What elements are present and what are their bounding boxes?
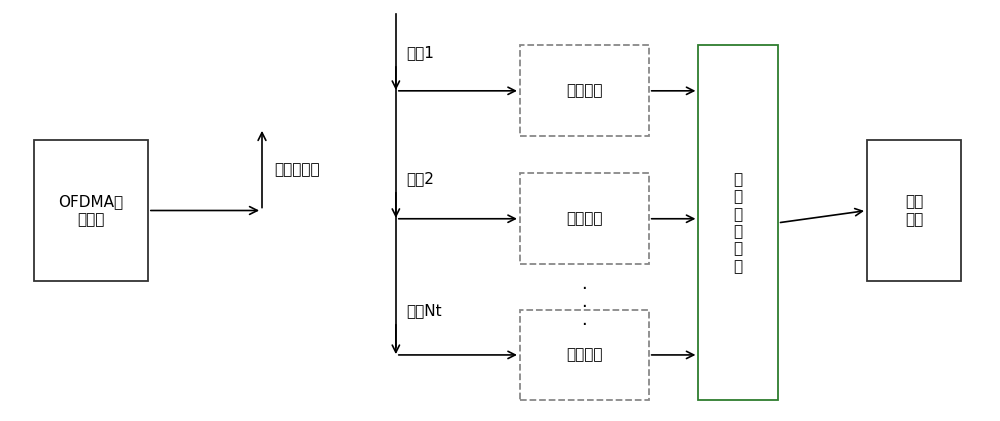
Bar (520, 173, 649, 264)
Text: 发送端信号: 发送端信号 (274, 162, 320, 177)
Text: 天线Nt: 天线Nt (406, 303, 441, 318)
Bar (34, 140, 148, 281)
Text: 信号建模: 信号建模 (566, 347, 603, 362)
Bar (698, 45, 778, 400)
Text: 天线2: 天线2 (406, 171, 434, 186)
Text: OFDMA调
制信号: OFDMA调 制信号 (58, 195, 124, 226)
Text: 用户
数据: 用户 数据 (905, 195, 923, 226)
Text: ·
·
·: · · · (581, 280, 587, 334)
Text: 信号建模: 信号建模 (566, 83, 603, 99)
Bar (520, 309, 649, 400)
Text: 天线1: 天线1 (406, 45, 434, 60)
Bar (867, 140, 961, 281)
Text: 独
立
分
量
分
析: 独 立 分 量 分 析 (733, 172, 743, 274)
Bar (520, 45, 649, 136)
Text: 信号建模: 信号建模 (566, 211, 603, 226)
